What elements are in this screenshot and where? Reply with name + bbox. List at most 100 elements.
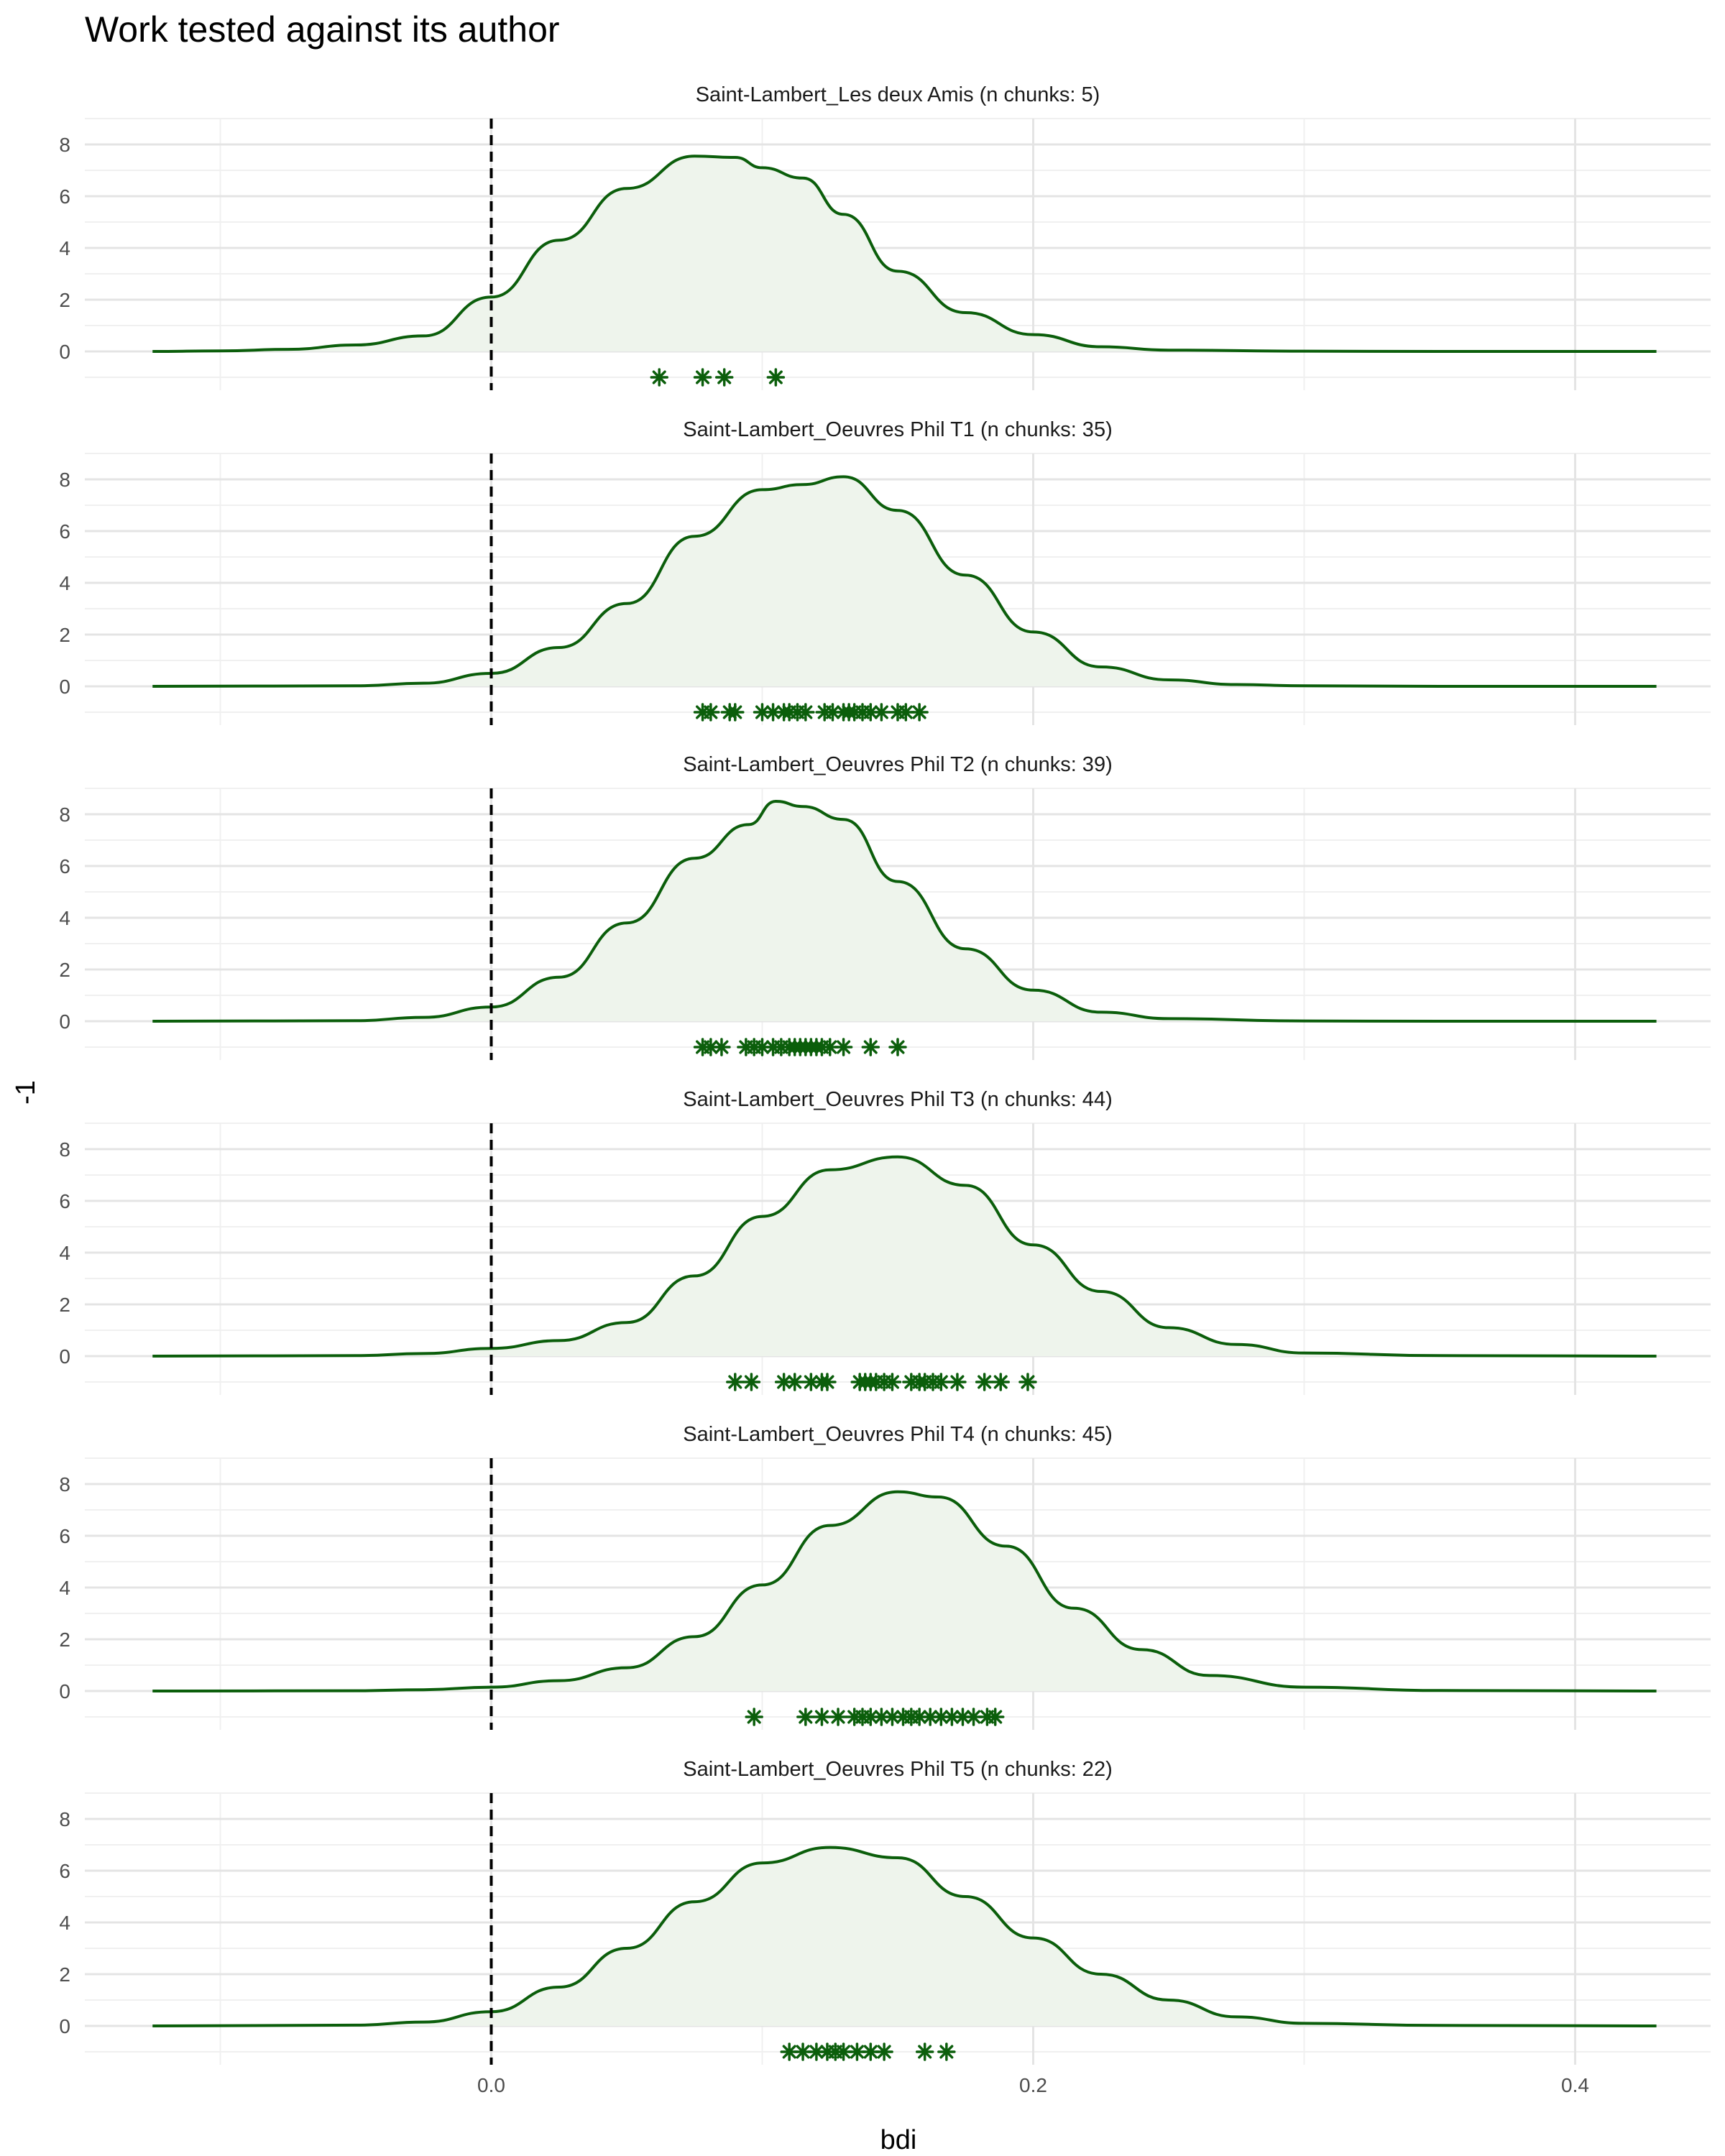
data-point-marker: [753, 703, 772, 722]
marker-stroke: [912, 705, 926, 719]
x-tick-label: 0.0: [477, 2074, 505, 2096]
marker-stroke: [820, 1375, 834, 1389]
marker-stroke: [728, 705, 742, 719]
data-point-marker: [785, 1373, 804, 1391]
facet-panel: Saint-Lambert_Oeuvres Phil T4 (n chunks:…: [59, 1423, 1711, 1730]
data-point-marker: [745, 1708, 763, 1726]
marker-stroke: [825, 705, 840, 719]
data-point-marker: [742, 1373, 761, 1391]
facet-panel: Saint-Lambert_Oeuvres Phil T2 (n chunks:…: [59, 753, 1711, 1060]
facet-strip-label: Saint-Lambert_Oeuvres Phil T5 (n chunks:…: [683, 1758, 1112, 1781]
marker-stroke: [744, 1375, 758, 1389]
data-point-marker: [801, 1373, 821, 1391]
data-point-marker: [883, 1373, 902, 1391]
marker-stroke: [988, 1710, 1003, 1724]
marker-stroke: [728, 1375, 742, 1389]
density-area: [152, 1847, 1657, 2026]
data-point-marker: [726, 1373, 745, 1391]
marker-stroke: [912, 1710, 926, 1724]
y-tick-label: 0: [59, 341, 70, 363]
facet-strip-label: Saint-Lambert_Oeuvres Phil T3 (n chunks:…: [683, 1088, 1112, 1111]
y-tick-label: 2: [59, 959, 70, 981]
y-tick-label: 6: [59, 520, 70, 543]
marker-stroke: [967, 1710, 981, 1724]
marker-stroke: [863, 705, 878, 719]
marker-stroke: [934, 1710, 948, 1724]
data-point-marker: [985, 1708, 1005, 1726]
y-tick-label: 8: [59, 134, 70, 156]
marker-stroke: [747, 1710, 761, 1724]
marker-stroke: [891, 1040, 905, 1054]
y-tick-label: 2: [59, 1628, 70, 1651]
marker-stroke: [993, 1375, 1008, 1389]
marker-stroke: [823, 1040, 837, 1054]
density-line: [152, 1490, 1657, 1692]
marker-stroke: [696, 370, 710, 384]
data-point-marker: [693, 368, 712, 387]
y-tick-label: 0: [59, 1345, 70, 1368]
data-point-marker: [847, 2042, 867, 2061]
facet-panel: Saint-Lambert_Oeuvres Phil T1 (n chunks:…: [59, 418, 1711, 725]
marker-stroke: [874, 705, 888, 719]
y-tick-label: 8: [59, 469, 70, 491]
y-tick-label: 2: [59, 624, 70, 646]
y-tick-label: 2: [59, 1963, 70, 1986]
marker-stroke: [978, 1375, 992, 1389]
marker-stroke: [804, 1375, 818, 1389]
marker-stroke: [898, 705, 913, 719]
data-point-marker: [834, 1038, 853, 1056]
y-tick-label: 4: [59, 1577, 70, 1599]
marker-stroke: [796, 2045, 810, 2059]
marker-stroke: [885, 1710, 899, 1724]
data-point-marker: [766, 368, 786, 387]
marker-stroke: [850, 2045, 864, 2059]
data-point-marker: [948, 1373, 967, 1391]
marker-stroke: [939, 2045, 954, 2059]
data-point-marker: [861, 1038, 880, 1056]
x-tick-label: 0.2: [1019, 2074, 1047, 2096]
marker-stroke: [934, 1375, 948, 1389]
y-tick-label: 0: [59, 676, 70, 698]
marker-stroke: [788, 1375, 802, 1389]
marker-stroke: [955, 1710, 970, 1724]
y-tick-label: 2: [59, 289, 70, 311]
marker-stroke: [799, 1710, 813, 1724]
facet-strip-label: Saint-Lambert_Les deux Amis (n chunks: 5…: [696, 83, 1100, 106]
y-tick-label: 6: [59, 1525, 70, 1547]
y-tick-label: 6: [59, 1190, 70, 1212]
data-point-marker: [991, 1373, 1011, 1391]
y-tick-label: 4: [59, 237, 70, 259]
data-point-marker: [942, 1708, 962, 1726]
density-area: [152, 801, 1657, 1021]
y-tick-label: 0: [59, 1680, 70, 1703]
marker-stroke: [714, 1040, 729, 1054]
data-point-marker: [807, 2042, 826, 2061]
marker-stroke: [809, 2045, 824, 2059]
data-point-marker: [763, 703, 783, 722]
marker-stroke: [652, 370, 666, 384]
marker-stroke: [944, 1710, 959, 1724]
panels-layer: 0.0 0.2 0.4 Saint-Lambert_Les deux Amis (n …: [59, 83, 1711, 2096]
y-tick-label: 4: [59, 1912, 70, 1934]
y-tick-label: 8: [59, 803, 70, 826]
data-point-marker: [712, 1038, 731, 1056]
y-tick-label: 6: [59, 185, 70, 208]
marker-stroke: [863, 2045, 878, 2059]
marker-stroke: [704, 1040, 718, 1054]
marker-stroke: [814, 1710, 829, 1724]
data-point-marker: [910, 703, 929, 722]
y-tick-label: 2: [59, 1294, 70, 1316]
marker-stroke: [755, 705, 770, 719]
data-point-marker: [812, 1708, 832, 1726]
facet-panel: Saint-Lambert_Les deux Amis (n chunks: 5…: [59, 83, 1711, 390]
facet-strip-label: Saint-Lambert_Oeuvres Phil T2 (n chunks:…: [683, 753, 1112, 776]
data-point-marker: [915, 2042, 934, 2061]
chart-title: Work tested against its author: [85, 9, 560, 50]
marker-stroke: [831, 1710, 845, 1724]
data-point-marker: [888, 1038, 907, 1056]
marker-stroke: [950, 1375, 965, 1389]
data-point-marker: [829, 1708, 847, 1726]
marker-stroke: [717, 370, 732, 384]
density-line: [152, 1846, 1657, 2027]
